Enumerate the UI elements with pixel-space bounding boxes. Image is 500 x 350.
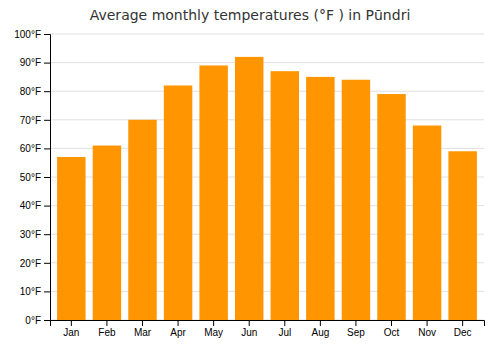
tick-label: Nov [418,327,436,338]
y-axis: 0°F 10°F 20°F 30°F 40°F 50°F 60°F 70°F 80°F 90°F 1… [14,29,50,326]
tick: 100°F [14,29,50,40]
tick: Feb [98,320,116,338]
tick-label: 70°F [20,115,41,126]
tick: 0°F [25,315,50,326]
bar [413,126,441,320]
plot: 0°F 10°F 20°F 30°F 40°F 50°F 60°F 70°F 80°F 90°F 1… [14,29,484,338]
tick-mark [71,320,72,326]
tick-label: Apr [170,327,186,338]
tick: 60°F [20,143,50,154]
tick: Mar [134,320,152,338]
bar [164,85,192,320]
tick-mark [44,206,50,207]
tick: Aug [311,320,329,338]
bar [199,65,227,320]
tick-mark [213,320,214,326]
axis-line [51,321,485,327]
tick: 50°F [20,172,50,183]
tick-label: Oct [384,327,400,338]
axis-line [44,35,51,321]
bar [377,94,405,320]
chart: Average monthly temperatures (°F ) in Pū… [0,0,500,350]
tick: Jan [63,320,79,338]
grid-line [50,119,484,120]
tick-mark [44,148,50,149]
tick-label: May [204,327,223,338]
tick-label: 90°F [20,57,41,68]
tick-label: Dec [454,327,472,338]
tick-label: 20°F [20,258,41,269]
tick-mark [178,320,179,326]
grid-line [50,34,484,35]
tick-label: 100°F [14,29,41,40]
tick-label: 0°F [25,315,41,326]
tick-mark [44,34,50,35]
tick-mark [427,320,428,326]
tick: 20°F [20,258,50,269]
tick-mark [44,291,50,292]
tick: Oct [384,320,400,338]
tick: 70°F [20,115,50,126]
tick: Jul [278,320,291,338]
tick-mark [44,263,50,264]
bar [128,120,156,320]
tick-label: Feb [98,327,116,338]
tick-label: 10°F [20,286,41,297]
tick-label: Sep [347,327,365,338]
bar [235,57,263,320]
marks [57,57,477,320]
tick-label: 50°F [20,172,41,183]
tick-mark [284,320,285,326]
tick: 10°F [20,286,50,297]
bar [342,80,370,320]
bar [448,151,476,320]
tick: 80°F [20,86,50,97]
tick-label: 80°F [20,86,41,97]
tick-mark [44,91,50,92]
tick-mark [44,63,50,64]
tick-label: Jul [278,327,291,338]
tick-label: Aug [311,327,329,338]
tick-mark [249,320,250,326]
tick: Nov [418,320,436,338]
tick-mark [391,320,392,326]
tick-mark [462,320,463,326]
tick-mark [44,120,50,121]
tick-mark [355,320,356,326]
tick-label: 60°F [20,143,41,154]
bar [93,146,121,320]
tick: Jun [241,320,257,338]
tick: 30°F [20,229,50,240]
tick-mark [142,320,143,326]
grid-line [50,62,484,63]
tick-label: Jun [241,327,257,338]
tick-label: 40°F [20,200,41,211]
title: Average monthly temperatures (°F ) in Pū… [90,7,411,23]
tick-mark [106,320,107,326]
bar [57,157,85,320]
tick-mark [320,320,321,326]
tick: 40°F [20,200,50,211]
grid [50,34,484,320]
tick-label: Jan [63,327,79,338]
tick-label: Mar [134,327,152,338]
tick: May [204,320,223,338]
tick-mark [44,177,50,178]
tick: Dec [454,320,472,338]
bar [271,71,299,320]
tick-label: 30°F [20,229,41,240]
tick: Sep [347,320,365,338]
tick-mark [44,320,50,321]
tick-mark [44,234,50,235]
bar [306,77,334,320]
tick: Apr [170,320,186,338]
grid-line [50,91,484,92]
x-axis: Jan Feb Mar Apr May Jun Jul Aug Sep Oct Nov Dec [51,320,485,338]
tick: 90°F [20,57,50,68]
